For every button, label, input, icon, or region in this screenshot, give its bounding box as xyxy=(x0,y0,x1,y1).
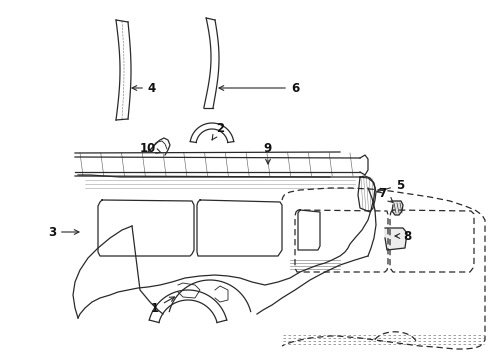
Text: 6: 6 xyxy=(219,81,299,95)
Polygon shape xyxy=(391,201,402,215)
Text: 8: 8 xyxy=(394,230,410,243)
Polygon shape xyxy=(384,228,406,250)
Text: 2: 2 xyxy=(212,122,224,140)
Text: 7: 7 xyxy=(377,186,392,202)
Text: 3: 3 xyxy=(48,225,79,239)
Text: 1: 1 xyxy=(151,297,174,315)
Text: 9: 9 xyxy=(264,141,271,164)
Text: 5: 5 xyxy=(376,179,403,193)
Text: 10: 10 xyxy=(140,141,161,154)
Text: 4: 4 xyxy=(132,81,156,95)
